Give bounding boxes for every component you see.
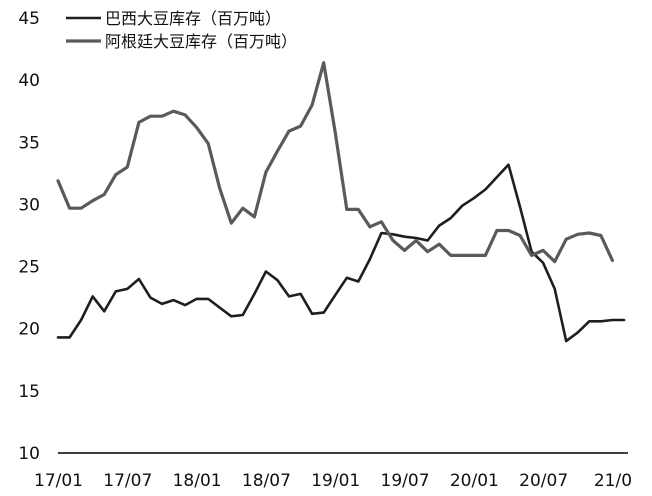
x-tick-label: 21/0 <box>594 471 632 491</box>
series-lines <box>56 61 626 343</box>
series-line-2 <box>56 61 615 264</box>
y-tick-label: 25 <box>18 258 40 278</box>
y-tick-label: 20 <box>18 320 40 340</box>
x-tick-label: 18/07 <box>242 471 291 491</box>
legend: 巴西大豆库存（百万吨） 阿根廷大豆库存（百万吨） <box>66 9 297 51</box>
x-axis-tick-labels: 17/01 17/07 18/01 18/07 19/01 19/07 20/01 20/07… <box>34 471 632 491</box>
y-tick-label: 15 <box>18 382 40 402</box>
x-tick-label: 17/07 <box>103 471 152 491</box>
series-line-1 <box>56 163 626 343</box>
y-tick-label: 45 <box>18 9 40 29</box>
legend-label-1: 巴西大豆库存（百万吨） <box>105 9 281 28</box>
x-tick-label: 20/01 <box>450 471 499 491</box>
x-tick-label: 18/01 <box>173 471 222 491</box>
x-tick-label: 20/07 <box>519 471 568 491</box>
y-tick-label: 30 <box>18 195 40 215</box>
x-tick-label: 17/01 <box>34 471 83 491</box>
y-tick-label: 35 <box>18 133 40 153</box>
y-tick-label: 40 <box>18 71 40 91</box>
y-axis-tick-labels: 10 15 20 25 30 35 40 45 <box>18 9 40 464</box>
legend-label-2: 阿根廷大豆库存（百万吨） <box>105 32 297 51</box>
x-tick-label: 19/07 <box>381 471 430 491</box>
y-tick-label: 10 <box>18 444 40 464</box>
x-tick-label: 19/01 <box>311 471 360 491</box>
